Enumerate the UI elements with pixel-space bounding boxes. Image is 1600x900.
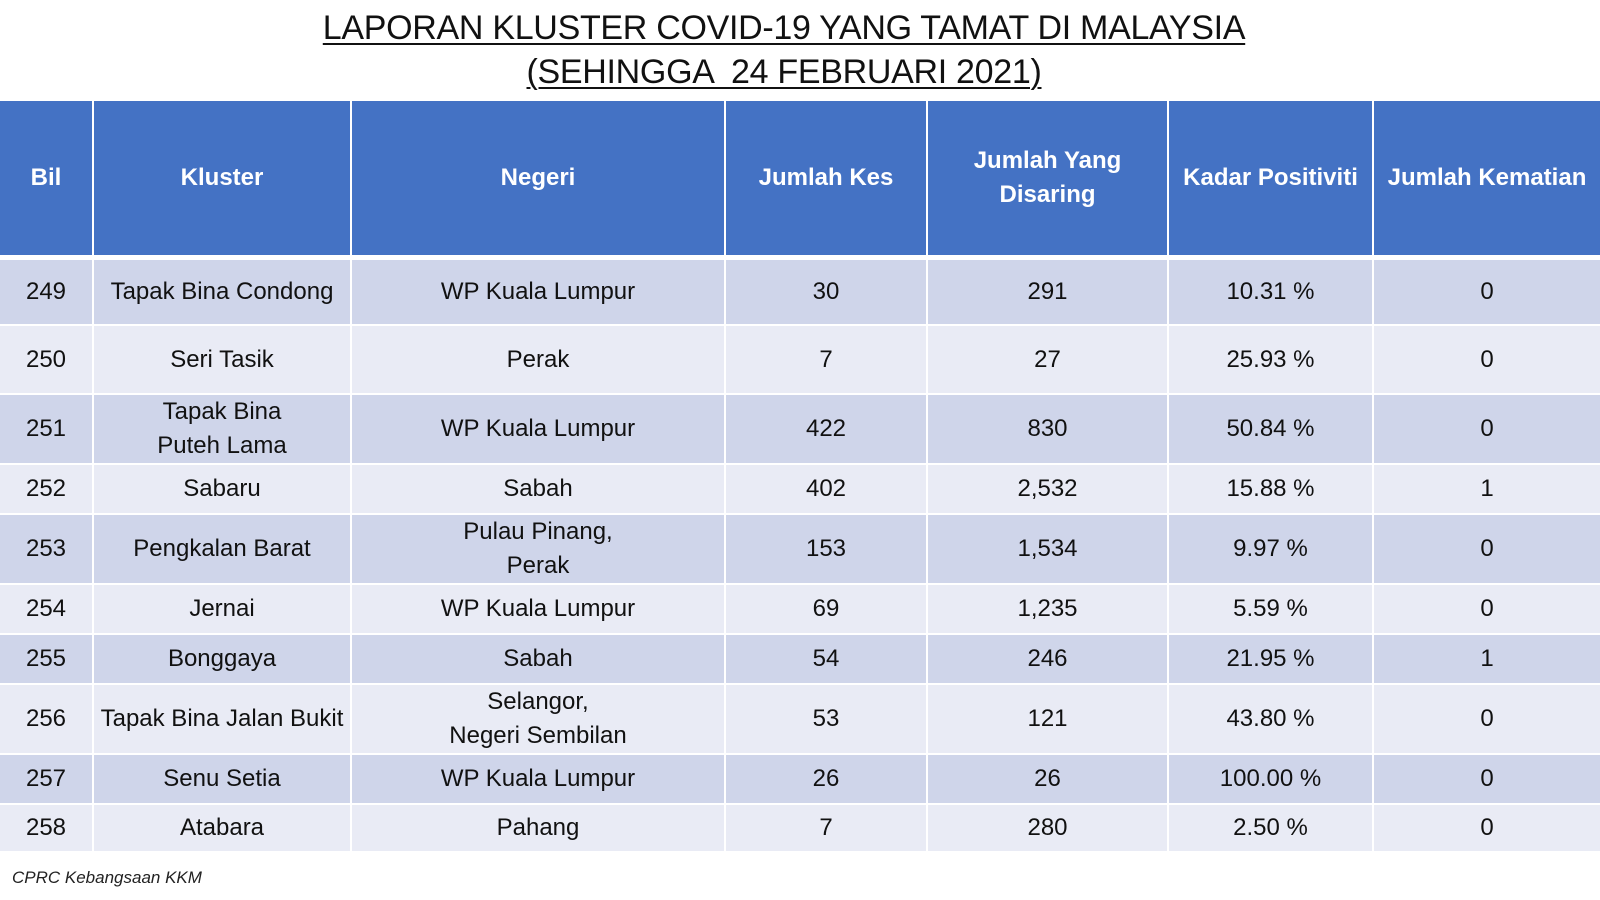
header-kadar-positiviti: Kadar Positiviti xyxy=(1168,101,1374,260)
table-row: 251 Tapak Bina Puteh Lama WP Kuala Lumpu… xyxy=(0,394,1600,465)
cell-negeri: Pulau Pinang, Perak xyxy=(351,514,726,585)
table-header: Bil Kluster Negeri Jumlah Kes Jumlah Yan… xyxy=(0,101,1600,260)
table-row: 249 Tapak Bina Condong WP Kuala Lumpur 3… xyxy=(0,257,1600,326)
cell-jumlah-kes: 53 xyxy=(725,684,928,755)
cell-jumlah-kematian: 1 xyxy=(1373,464,1600,515)
cell-jumlah-kematian: 0 xyxy=(1373,684,1600,755)
cell-jumlah-kes: 402 xyxy=(725,464,928,515)
source-note: CPRC Kebangsaan KKM xyxy=(12,868,202,887)
cell-jumlah-kematian: 0 xyxy=(1373,325,1600,395)
cell-bil: 258 xyxy=(0,804,94,853)
cell-kadar-positiviti: 21.95 % xyxy=(1168,634,1374,685)
cell-jumlah-disaring: 2,532 xyxy=(927,464,1169,515)
header-jumlah-kematian: Jumlah Kematian xyxy=(1373,101,1600,260)
cell-jumlah-kes: 69 xyxy=(725,584,928,635)
cell-kluster: Senu Setia xyxy=(93,754,352,805)
cell-jumlah-kes: 54 xyxy=(725,634,928,685)
table-row: 255 Bonggaya Sabah 54 246 21.95 % 1 xyxy=(0,634,1600,685)
cell-negeri: WP Kuala Lumpur xyxy=(351,584,726,635)
cell-jumlah-disaring: 291 xyxy=(927,257,1169,326)
cell-bil: 252 xyxy=(0,464,94,515)
cell-negeri: Pahang xyxy=(351,804,726,853)
header-bil: Bil xyxy=(0,101,94,260)
cell-kluster: Atabara xyxy=(93,804,352,853)
cell-bil: 253 xyxy=(0,514,94,585)
cell-jumlah-disaring: 27 xyxy=(927,325,1169,395)
cell-kadar-positiviti: 43.80 % xyxy=(1168,684,1374,755)
cell-negeri: Sabah xyxy=(351,464,726,515)
table-row: 250 Seri Tasik Perak 7 27 25.93 % 0 xyxy=(0,325,1600,395)
table-body: 249 Tapak Bina Condong WP Kuala Lumpur 3… xyxy=(0,257,1600,853)
header-jumlah-kes: Jumlah Kes xyxy=(725,101,928,260)
cell-jumlah-kes: 7 xyxy=(725,804,928,853)
cell-jumlah-kes: 7 xyxy=(725,325,928,395)
cell-jumlah-kematian: 0 xyxy=(1373,514,1600,585)
cell-kluster: Jernai xyxy=(93,584,352,635)
table-row: 258 Atabara Pahang 7 280 2.50 % 0 xyxy=(0,804,1600,853)
cell-kadar-positiviti: 100.00 % xyxy=(1168,754,1374,805)
cell-kluster: Tapak Bina Jalan Bukit xyxy=(93,684,352,755)
cell-bil: 256 xyxy=(0,684,94,755)
title-line-2: (SEHINGGA 24 FEBRUARI 2021) xyxy=(526,53,1042,91)
cell-jumlah-disaring: 830 xyxy=(927,394,1169,465)
cell-kluster: Sabaru xyxy=(93,464,352,515)
cell-jumlah-kes: 30 xyxy=(725,257,928,326)
cell-kadar-positiviti: 2.50 % xyxy=(1168,804,1374,853)
table-row: 257 Senu Setia WP Kuala Lumpur 26 26 100… xyxy=(0,754,1600,805)
header-jumlah-disaring: Jumlah Yang Disaring xyxy=(927,101,1169,260)
cell-negeri: WP Kuala Lumpur xyxy=(351,394,726,465)
cell-jumlah-kematian: 0 xyxy=(1373,754,1600,805)
cell-jumlah-kematian: 0 xyxy=(1373,804,1600,853)
report-title: LAPORAN KLUSTER COVID-19 YANG TAMAT DI M… xyxy=(0,6,1568,94)
cell-kadar-positiviti: 9.97 % xyxy=(1168,514,1374,585)
cell-jumlah-disaring: 1,534 xyxy=(927,514,1169,585)
cell-kluster: Tapak Bina Condong xyxy=(93,257,352,326)
table-row: 256 Tapak Bina Jalan Bukit Selangor, Neg… xyxy=(0,684,1600,755)
cell-jumlah-kes: 26 xyxy=(725,754,928,805)
cell-bil: 250 xyxy=(0,325,94,395)
cell-kluster: Tapak Bina Puteh Lama xyxy=(93,394,352,465)
cell-kadar-positiviti: 15.88 % xyxy=(1168,464,1374,515)
cell-bil: 254 xyxy=(0,584,94,635)
title-line-1: LAPORAN KLUSTER COVID-19 YANG TAMAT DI M… xyxy=(322,9,1246,47)
cell-negeri: Sabah xyxy=(351,634,726,685)
cell-jumlah-kematian: 1 xyxy=(1373,634,1600,685)
cell-negeri: WP Kuala Lumpur xyxy=(351,257,726,326)
cell-bil: 257 xyxy=(0,754,94,805)
header-negeri: Negeri xyxy=(351,101,726,260)
cell-kadar-positiviti: 25.93 % xyxy=(1168,325,1374,395)
table-row: 254 Jernai WP Kuala Lumpur 69 1,235 5.59… xyxy=(0,584,1600,635)
cell-jumlah-disaring: 1,235 xyxy=(927,584,1169,635)
cell-jumlah-disaring: 246 xyxy=(927,634,1169,685)
cell-jumlah-kematian: 0 xyxy=(1373,257,1600,326)
cell-jumlah-disaring: 26 xyxy=(927,754,1169,805)
cell-bil: 249 xyxy=(0,257,94,326)
cell-negeri: WP Kuala Lumpur xyxy=(351,754,726,805)
header-row: Bil Kluster Negeri Jumlah Kes Jumlah Yan… xyxy=(0,101,1600,260)
cell-bil: 255 xyxy=(0,634,94,685)
cell-kluster: Seri Tasik xyxy=(93,325,352,395)
cell-kluster: Bonggaya xyxy=(93,634,352,685)
cell-jumlah-kematian: 0 xyxy=(1373,394,1600,465)
cell-negeri: Perak xyxy=(351,325,726,395)
cell-kadar-positiviti: 50.84 % xyxy=(1168,394,1374,465)
cell-jumlah-kes: 422 xyxy=(725,394,928,465)
cluster-table: Bil Kluster Negeri Jumlah Kes Jumlah Yan… xyxy=(0,101,1600,853)
table-row: 252 Sabaru Sabah 402 2,532 15.88 % 1 xyxy=(0,464,1600,515)
cell-kadar-positiviti: 10.31 % xyxy=(1168,257,1374,326)
table-row: 253 Pengkalan Barat Pulau Pinang, Perak … xyxy=(0,514,1600,585)
cell-kadar-positiviti: 5.59 % xyxy=(1168,584,1374,635)
cell-jumlah-disaring: 121 xyxy=(927,684,1169,755)
cell-jumlah-disaring: 280 xyxy=(927,804,1169,853)
cell-jumlah-kes: 153 xyxy=(725,514,928,585)
cell-jumlah-kematian: 0 xyxy=(1373,584,1600,635)
cell-bil: 251 xyxy=(0,394,94,465)
cell-kluster: Pengkalan Barat xyxy=(93,514,352,585)
header-kluster: Kluster xyxy=(93,101,352,260)
cell-negeri: Selangor, Negeri Sembilan xyxy=(351,684,726,755)
